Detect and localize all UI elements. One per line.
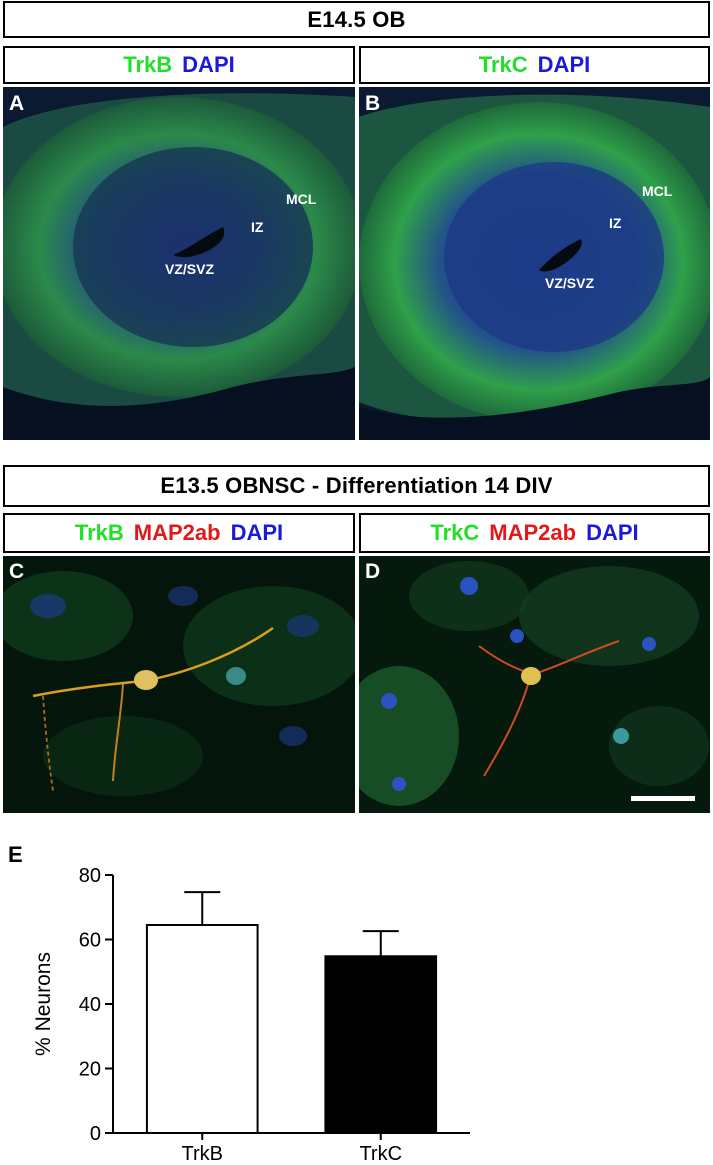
panel-c-letter: C [9,560,25,583]
middle-section-title-text: E13.5 OBNSC - Differentiation 14 DIV [160,473,553,498]
panel-a-letter: A [9,92,25,115]
panel-b-micrograph: B MCL IZ VZ/SVZ [359,87,710,440]
panel-e-letter: E [8,842,23,867]
panel-a-stain-trkb: TrkB [123,52,173,77]
panel-d-stain-map2ab: MAP2ab [489,520,577,545]
panel-c-stain-trkb: TrkB [74,520,124,545]
x-tick-labels: TrkB TrkC [182,1143,403,1165]
panel-c-stain-label: TrkB MAP2ab DAPI [3,513,355,553]
y-tick-labels: 0 20 40 60 80 [79,865,101,1145]
panel-c-stain-dapi: DAPI [230,520,284,545]
panel-d-micrograph: D [359,556,710,813]
middle-section-title: E13.5 OBNSC - Differentiation 14 DIV [3,465,710,507]
top-section-title: E14.5 OB [3,1,710,38]
panel-a-stain-label: TrkB DAPI [3,46,355,84]
panel-d-stain-trkc: TrkC [430,520,480,545]
panel-b-region-iz: IZ [609,215,622,231]
scale-bar [631,796,695,801]
panel-a-region-iz: IZ [251,219,264,235]
y-tick-label: 40 [79,994,101,1016]
panel-c-stain-map2ab: MAP2ab [133,520,221,545]
panel-d-stain-label: TrkC MAP2ab DAPI [359,513,710,553]
y-tick-label: 20 [79,1059,101,1081]
panel-b-stain-label: TrkC DAPI [359,46,710,84]
panel-b-stain-trkc: TrkC [478,52,528,77]
bar-trkb [145,923,259,1134]
bar-trkc [324,955,438,1134]
y-tick-label: 60 [79,930,101,952]
x-tick-label-trkc: TrkC [359,1143,402,1165]
panel-a-region-vzsvz: VZ/SVZ [165,261,215,277]
panel-a-micrograph: A MCL IZ VZ/SVZ [3,87,355,440]
panel-c-micrograph: C [3,556,355,813]
panel-b-region-mcl: MCL [642,183,673,199]
top-section-title-text: E14.5 OB [307,6,406,32]
panel-a-region-mcl: MCL [286,191,317,207]
y-tick-label: 0 [90,1123,101,1145]
chart-bars [145,891,438,1134]
panel-b-letter: B [365,92,381,115]
panel-a-stain-dapi: DAPI [182,52,235,77]
y-axis-label: % Neurons [32,952,55,1056]
panel-d-stain-dapi: DAPI [586,520,639,545]
panel-b-region-vzsvz: VZ/SVZ [545,275,595,291]
panel-b-stain-dapi: DAPI [537,52,591,77]
panel-e-bar-chart: E % Neurons TrkB TrkC 0 20 40 60 80 [8,842,470,1165]
y-tick-label: 80 [79,865,101,887]
panel-d-letter: D [365,560,381,583]
x-tick-label-trkb: TrkB [182,1143,223,1165]
